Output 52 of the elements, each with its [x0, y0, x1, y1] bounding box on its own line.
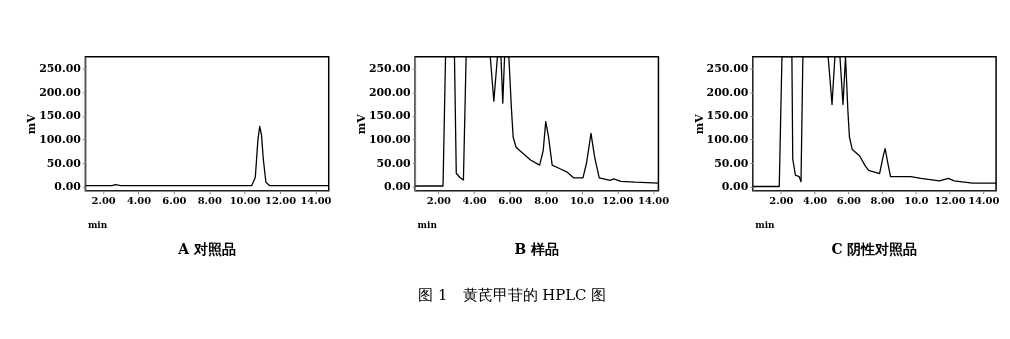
x-tick-label: 10.0 [569, 195, 595, 207]
x-tick-label: 12.00 [934, 195, 966, 207]
x-tick-label: 4.00 [126, 195, 152, 207]
x-tick-label: 2.00 [769, 195, 794, 207]
x-tick-label: 8.00 [197, 195, 222, 207]
x-tick-label: 4.00 [803, 195, 828, 207]
y-tick-label: 200.00 [39, 85, 82, 99]
y-tick-label: 250.00 [39, 62, 82, 75]
y-tick-label: 50.00 [714, 156, 749, 170]
x-tick-label: 10.0 [904, 195, 929, 207]
line-series [415, 56, 659, 187]
text: C 阴性对照品 [831, 241, 918, 258]
y-tick-label: 50.00 [376, 156, 412, 170]
y-tick-label: 200.00 [368, 85, 412, 99]
x-tick-label: 10.00 [229, 195, 261, 207]
x-axis-title: min [87, 219, 108, 230]
x-tick-label: 6.00 [162, 195, 187, 207]
y-axis-title: mV [354, 113, 368, 135]
y-tick-label: 0.00 [54, 180, 82, 194]
y-tick-label: 250.00 [706, 62, 749, 75]
y-tick-label: 0.00 [721, 180, 749, 194]
x-tick-label: 8.00 [534, 195, 559, 207]
x-tick-label: 6.00 [498, 195, 523, 207]
y-tick-label: 150.00 [39, 109, 82, 123]
x-tick-label: 6.00 [836, 195, 862, 207]
y-tick-label: 100.00 [39, 133, 82, 147]
text: A 对照品 [177, 241, 236, 258]
y-tick-label: 250.00 [368, 62, 412, 75]
x-tick-label: 2.00 [91, 195, 116, 207]
y-tick-label: 150.00 [706, 109, 749, 123]
x-tick-label: 12.00 [602, 195, 634, 207]
y-axis-title: mV [25, 113, 39, 135]
x-tick-label: 14.00 [300, 195, 332, 207]
line-series [752, 56, 997, 188]
x-tick-label: 2.00 [426, 195, 452, 207]
caption: 图 1 黄芪甲苷的 HPLC 图 [418, 285, 607, 304]
y-tick-label: 0.00 [384, 180, 412, 194]
x-axis-title: min [417, 219, 438, 230]
y-tick-label: 100.00 [368, 133, 412, 147]
x-tick-label: 14.00 [638, 195, 670, 207]
x-tick-label: 4.00 [462, 195, 487, 207]
y-axis-title: mV [692, 113, 706, 135]
y-tick-label: 100.00 [706, 133, 749, 147]
text: B 样品 [514, 241, 560, 258]
y-tick-label: 200.00 [706, 85, 749, 99]
line-series [85, 125, 329, 187]
x-tick-label: 14.00 [968, 195, 1000, 207]
y-tick-label: 150.00 [368, 109, 412, 123]
x-axis-title: min [755, 219, 776, 230]
x-tick-label: 12.00 [265, 195, 297, 207]
y-tick-label: 50.00 [46, 156, 82, 170]
x-tick-label: 8.00 [870, 195, 895, 207]
